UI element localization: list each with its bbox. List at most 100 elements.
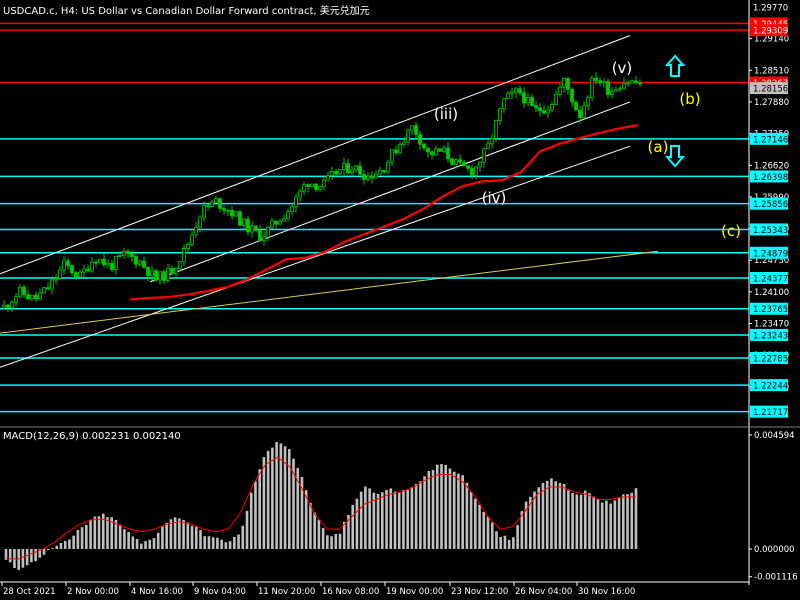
candle-body (614, 89, 618, 92)
macd-histogram-bar (80, 527, 84, 549)
candle-body (554, 93, 558, 106)
candle-body (542, 110, 546, 114)
candle-body (242, 218, 246, 226)
candle-body (146, 266, 150, 277)
macd-histogram-bar (51, 548, 54, 550)
candle-body (410, 125, 414, 131)
price-tick-label: 1.28510 (754, 66, 789, 76)
candle-body (346, 163, 350, 174)
candle-body (22, 286, 26, 296)
macd-histogram-bar (605, 500, 608, 549)
candle-body (186, 244, 190, 249)
price-tag-cyan: 1.24879 (753, 249, 788, 259)
candle-body (502, 98, 506, 109)
candle-body (486, 143, 490, 150)
candle-body (470, 167, 474, 176)
trendline (0, 250, 659, 334)
macd-histogram-bar (123, 529, 126, 549)
price-tag-cyan: 1.24377 (753, 274, 788, 284)
price-tag-current: 1.28156 (753, 85, 788, 95)
macd-histogram-bar (334, 534, 338, 549)
candle-body (342, 163, 346, 171)
candle-body (434, 148, 438, 156)
candle-body (226, 209, 230, 212)
macd-histogram-bar (89, 520, 92, 549)
candle-body (130, 253, 134, 258)
macd-histogram-bar (224, 542, 228, 549)
macd-histogram-bar (330, 536, 333, 549)
macd-histogram-bar (575, 494, 579, 549)
candle-body (630, 80, 634, 84)
candle-body (506, 93, 510, 99)
macd-histogram-bar (630, 492, 634, 549)
candle-body (270, 220, 274, 228)
candle-body (598, 80, 602, 84)
candle-body (398, 144, 402, 154)
candle-body (166, 267, 170, 281)
candle-body (206, 205, 210, 208)
macd-histogram-bar (156, 532, 160, 549)
macd-histogram-bar (34, 549, 37, 562)
price-tag-cyan-box (750, 223, 788, 236)
candle-body (126, 250, 130, 255)
macd-histogram-bar (528, 496, 532, 549)
candle-body (590, 77, 594, 99)
candle-body (526, 97, 530, 104)
macd-tick-label: -0.001116 (754, 573, 798, 583)
candle-body (162, 271, 166, 281)
candle-body (254, 225, 258, 231)
candle-body (510, 91, 514, 95)
candle-body (418, 133, 422, 145)
macd-histogram-bar (376, 493, 380, 549)
candle-body (46, 287, 50, 290)
candle-body (138, 260, 142, 265)
macd-histogram-bar (30, 549, 33, 563)
price-tag-top-box (750, 1, 788, 14)
macd-histogram-bar (266, 450, 270, 549)
channel-line (149, 101, 631, 283)
macd-histogram-bar (17, 549, 20, 570)
macd-histogram-bar (524, 501, 528, 549)
candle-body (326, 175, 330, 181)
macd-histogram-bar (38, 549, 42, 558)
macd-histogram-bar (165, 522, 168, 549)
candle-body (402, 141, 406, 145)
up-arrow-icon (664, 54, 686, 77)
price-tag-cyan-box (750, 170, 788, 183)
macd-histogram-bar (85, 524, 88, 549)
macd-histogram-bar (537, 487, 541, 549)
candle-body (110, 263, 114, 270)
macd-histogram-bar (59, 543, 63, 549)
macd-histogram-bar (368, 488, 371, 549)
candle-body (66, 260, 70, 266)
candle-body (274, 220, 278, 225)
macd-histogram-bar (114, 519, 118, 549)
macd-histogram-bar (211, 537, 215, 549)
candle-body (522, 92, 526, 104)
candle-body (90, 261, 94, 272)
macd-histogram-bar (469, 491, 473, 549)
macd-histogram-bar (444, 464, 448, 549)
macd-histogram-bar (372, 492, 376, 549)
candle-body (62, 260, 66, 271)
macd-histogram-bar (72, 535, 75, 549)
time-tick-label: 4 Nov 16:00 (131, 587, 183, 597)
macd-histogram-bar (419, 481, 422, 549)
price-tick-label: 1.23470 (754, 320, 789, 330)
candle-body (334, 170, 338, 175)
macd-histogram-bar (465, 482, 469, 549)
macd-histogram-bar (406, 489, 409, 549)
macd-histogram-bar (287, 449, 291, 549)
candle-body (322, 179, 326, 188)
macd-histogram-bar (76, 530, 80, 549)
candle-body (366, 175, 370, 180)
macd-histogram-bar (389, 488, 393, 549)
macd-histogram-bar (474, 498, 477, 549)
macd-histogram-bar (516, 525, 519, 549)
macd-histogram-bar (326, 535, 329, 549)
macd-histogram-bar (381, 492, 384, 549)
macd-histogram-bar (173, 517, 177, 549)
price-tag-cyan-box (750, 197, 788, 210)
